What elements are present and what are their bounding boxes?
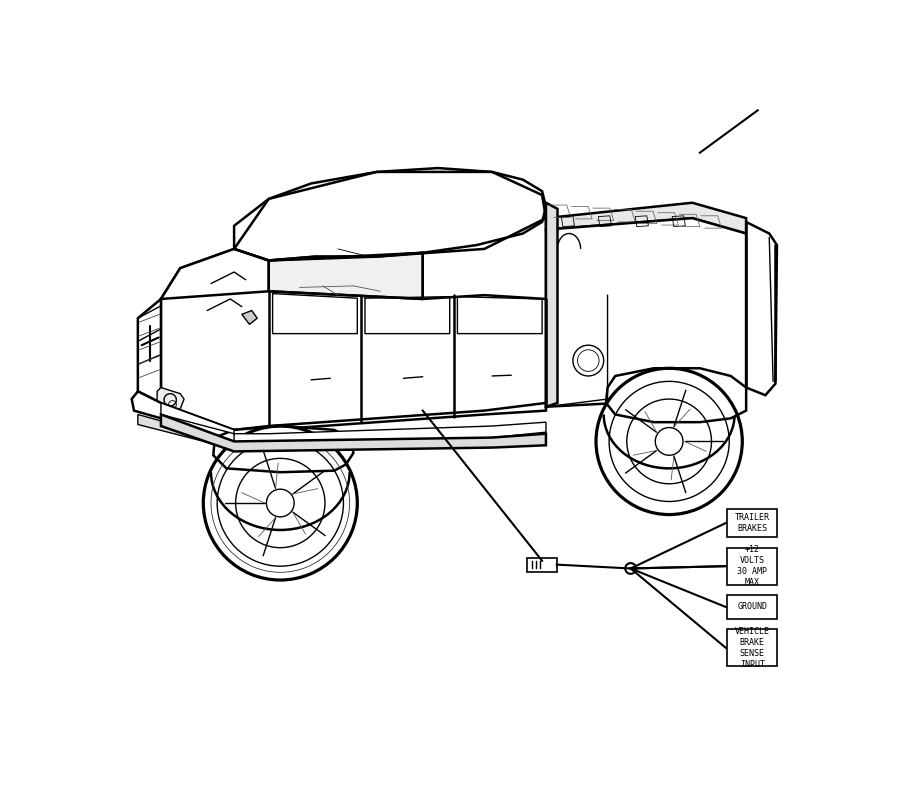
Polygon shape [131, 392, 234, 441]
FancyBboxPatch shape [727, 630, 778, 666]
FancyBboxPatch shape [727, 596, 778, 619]
Polygon shape [161, 414, 546, 452]
Polygon shape [242, 311, 257, 324]
Polygon shape [213, 426, 354, 472]
Polygon shape [161, 291, 557, 430]
Polygon shape [606, 369, 746, 422]
Polygon shape [138, 414, 234, 449]
Text: +12
VOLTS
30 AMP
MAX: +12 VOLTS 30 AMP MAX [737, 545, 768, 587]
FancyBboxPatch shape [727, 509, 778, 537]
Polygon shape [138, 299, 161, 403]
Polygon shape [161, 403, 546, 445]
Polygon shape [161, 249, 269, 430]
Polygon shape [234, 168, 546, 260]
Polygon shape [161, 249, 269, 357]
Polygon shape [269, 388, 546, 430]
Text: GROUND: GROUND [737, 603, 768, 611]
Text: TRAILER
BRAKES: TRAILER BRAKES [734, 513, 770, 533]
Polygon shape [158, 388, 184, 412]
Circle shape [626, 563, 636, 573]
FancyBboxPatch shape [727, 547, 778, 585]
Polygon shape [546, 202, 557, 407]
Polygon shape [746, 222, 777, 396]
Polygon shape [546, 202, 746, 233]
Polygon shape [546, 218, 746, 407]
Polygon shape [269, 253, 423, 303]
Text: VEHICLE
BRAKE
SENSE
INPUT: VEHICLE BRAKE SENSE INPUT [734, 626, 770, 669]
FancyBboxPatch shape [527, 558, 557, 572]
